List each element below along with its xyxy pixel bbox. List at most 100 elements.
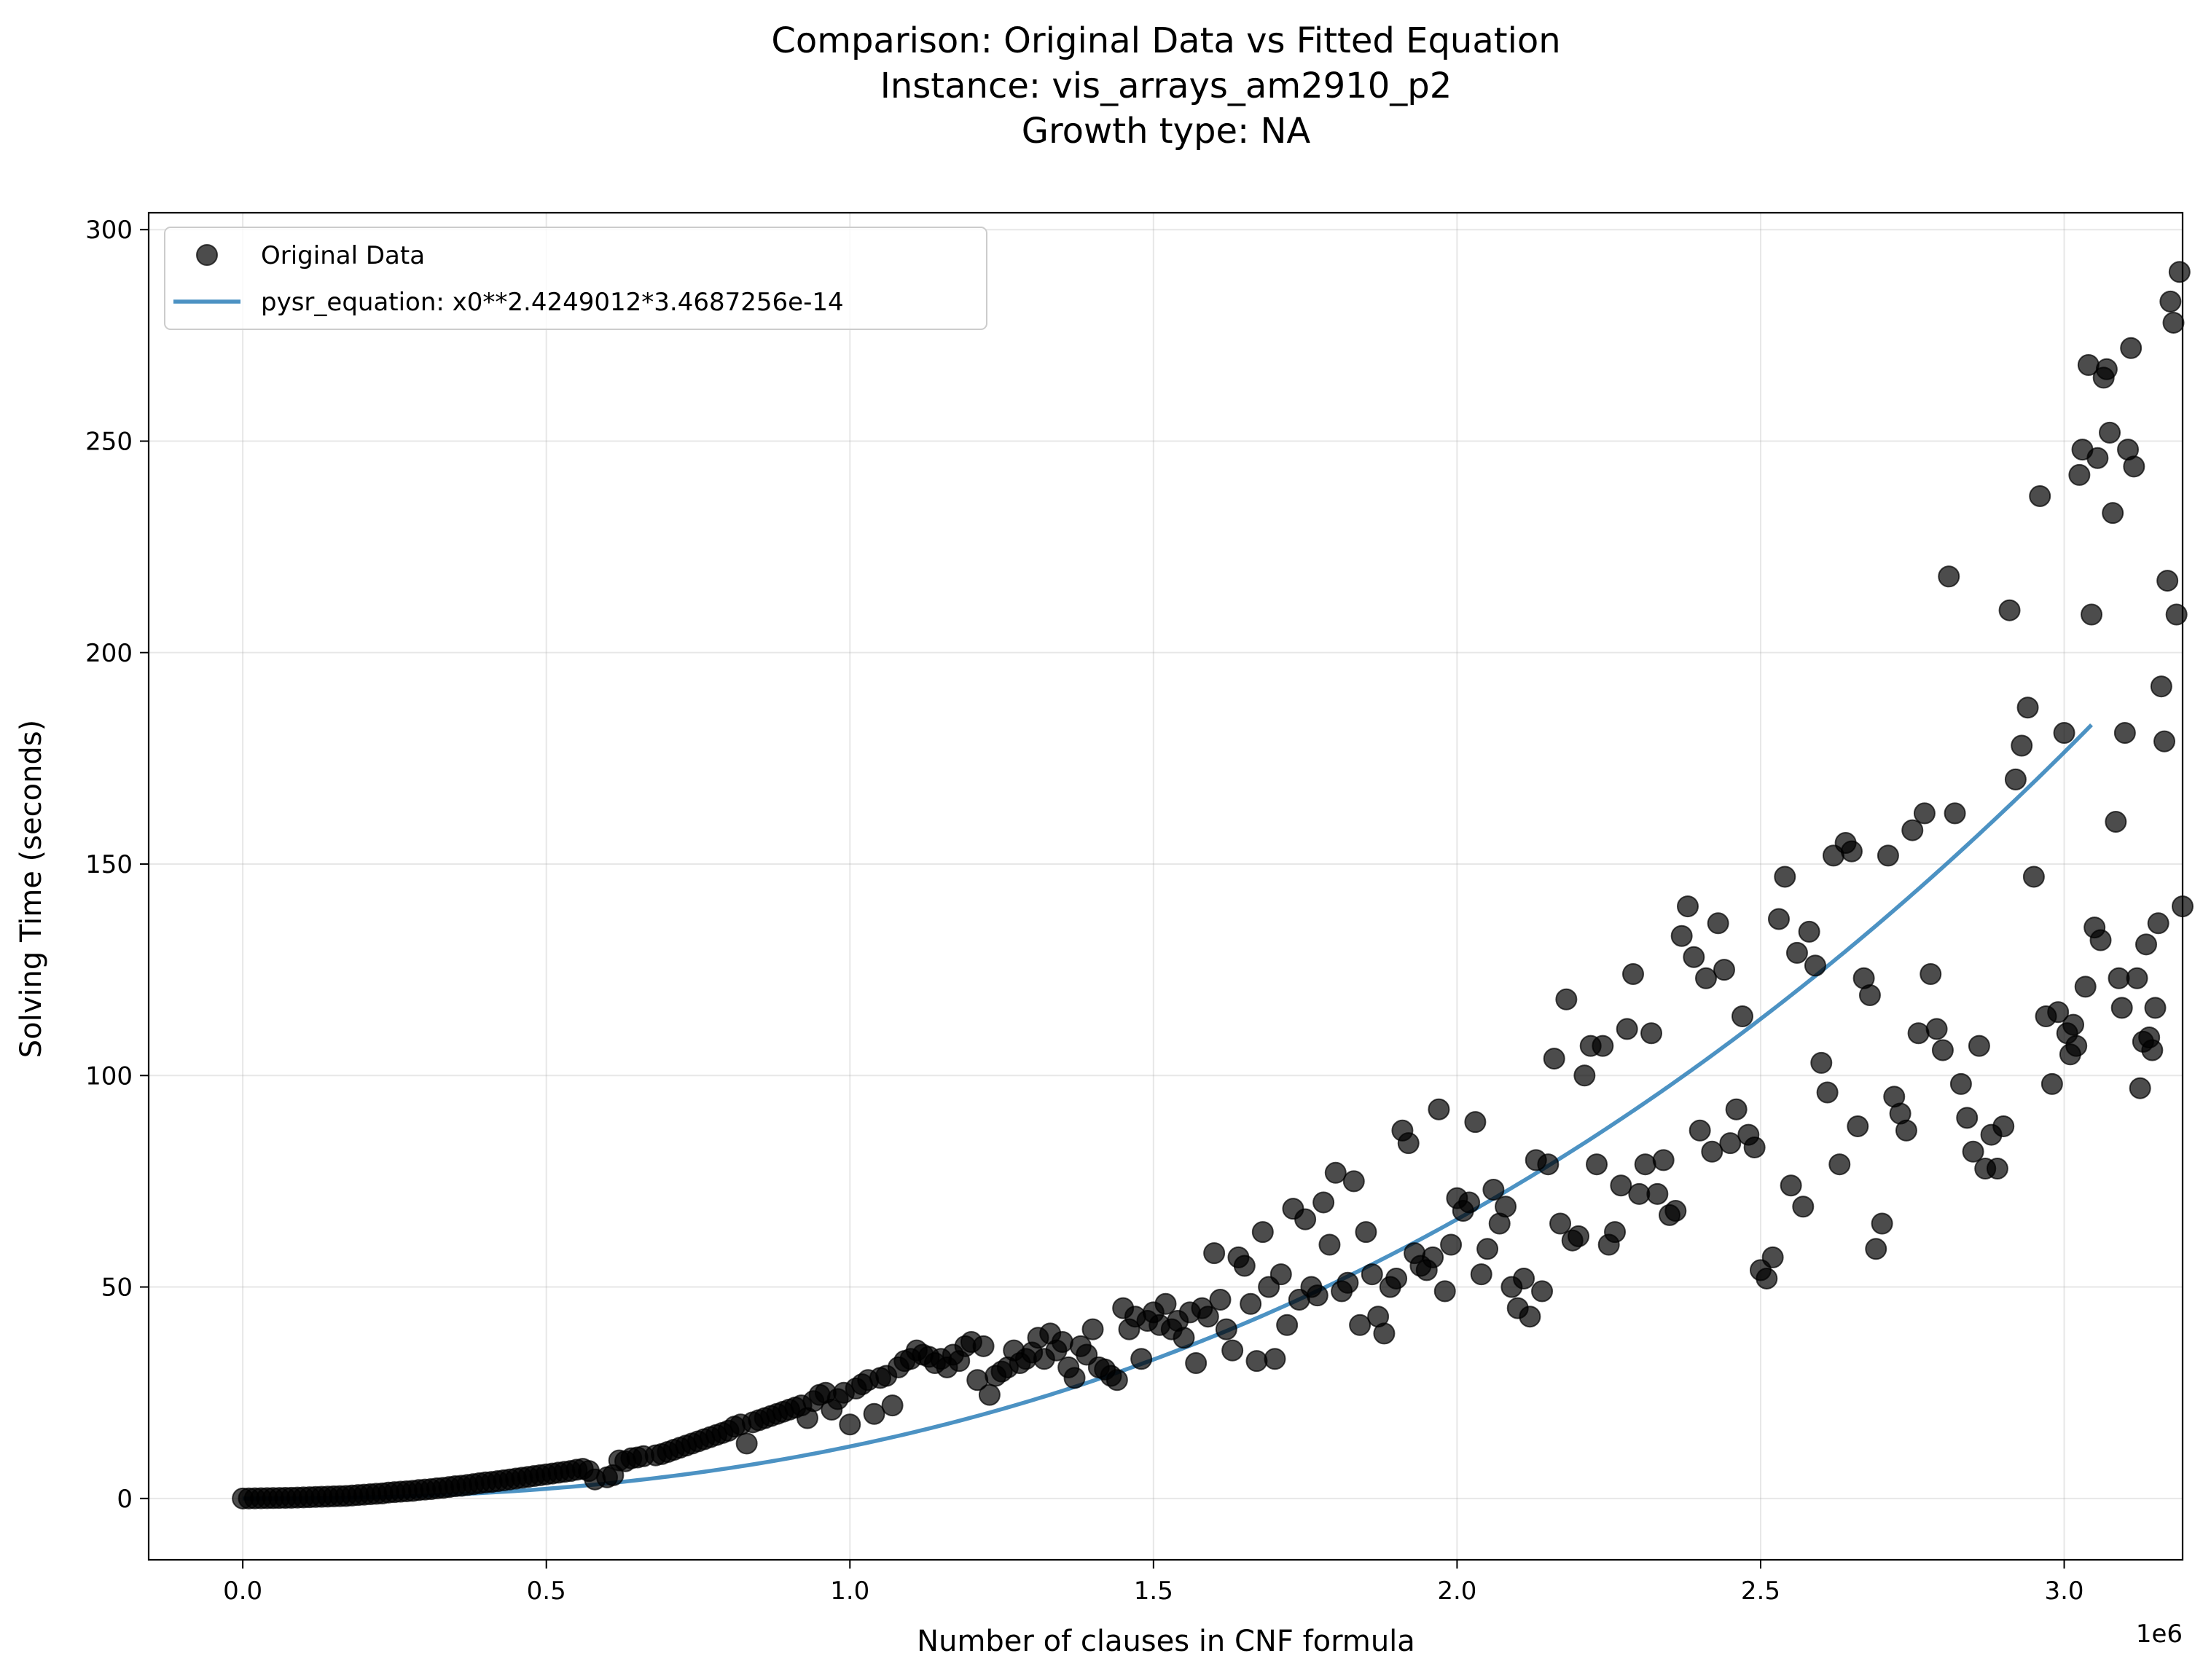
data-point (2147, 912, 2169, 935)
data-point (2135, 933, 2158, 956)
data-point (2081, 603, 2103, 626)
data-point (2068, 463, 2091, 486)
data-point (881, 1394, 904, 1417)
data-point (1774, 865, 1796, 888)
data-point (839, 1413, 861, 1436)
data-point (2123, 455, 2145, 478)
fitted-line-layer (243, 723, 2093, 1501)
data-point (1592, 1035, 1614, 1057)
data-point (2120, 337, 2143, 359)
data-point (1251, 1221, 1274, 1244)
data-point (2095, 358, 2118, 380)
legend-marker-original-data (196, 244, 218, 266)
data-point (1537, 1153, 1560, 1176)
data-point (1397, 1132, 1420, 1155)
data-point (1804, 954, 1826, 977)
data-point (1756, 1267, 1778, 1290)
data-point (1476, 1238, 1499, 1260)
x-tick-label: 2.0 (1437, 1577, 1476, 1606)
grid (149, 213, 2183, 1560)
data-point (1154, 1292, 1177, 1315)
x-axis-label: Number of clauses in CNF formula (917, 1625, 1415, 1658)
data-point (1586, 1153, 1608, 1176)
data-point (1264, 1348, 1286, 1370)
data-point (1337, 1271, 1359, 1294)
data-point (1106, 1369, 1128, 1392)
data-point (2065, 1035, 2088, 1057)
data-point (1209, 1288, 1232, 1311)
data-point (1294, 1208, 1317, 1230)
legend: Original Data pysr_equation: x0**2.42490… (164, 227, 987, 330)
data-point (1780, 1174, 1802, 1197)
data-point (2047, 1001, 2070, 1024)
legend-frame (164, 227, 987, 330)
x-tick-label: 3.0 (2044, 1577, 2083, 1606)
data-point (2156, 570, 2179, 592)
data-point (1269, 1263, 1292, 1286)
data-point (1470, 1263, 1492, 1286)
data-point (1858, 984, 1881, 1006)
data-point (2004, 768, 2027, 790)
data-point (735, 1432, 758, 1455)
data-point (1185, 1352, 1208, 1375)
data-point (1543, 1048, 1565, 1070)
data-point (2126, 967, 2148, 989)
data-point (1962, 1140, 1984, 1163)
data-point (1373, 1322, 1396, 1345)
data-point (1731, 1005, 1753, 1028)
data-point (1816, 1081, 1839, 1104)
y-tick-label: 300 (85, 216, 133, 245)
data-point (2153, 730, 2176, 753)
data-point (1895, 1119, 1917, 1142)
data-point (2099, 421, 2121, 444)
data-points-layer (232, 261, 2194, 1510)
data-point (1215, 1318, 1237, 1341)
data-point (2113, 722, 2136, 745)
data-point (1555, 988, 1578, 1010)
data-point (1956, 1107, 1979, 1129)
data-point (1701, 1140, 1723, 1163)
data-point (2168, 261, 2191, 283)
data-point (1130, 1348, 1153, 1370)
data-point (1519, 1306, 1541, 1328)
data-point (1707, 912, 1729, 935)
data-point (1051, 1331, 1073, 1354)
data-point (1998, 599, 2021, 621)
data-point (1573, 1064, 1596, 1087)
data-point (1197, 1306, 1219, 1328)
y-axis-label: Solving Time (seconds) (15, 720, 48, 1059)
data-point (2011, 734, 2033, 757)
data-point (1840, 840, 1863, 863)
data-point (1743, 1136, 1766, 1158)
data-point (1713, 959, 1735, 981)
data-point (1440, 1233, 1463, 1256)
data-point (1968, 1035, 1990, 1057)
data-point (1276, 1314, 1299, 1336)
data-point (2108, 967, 2130, 989)
data-point (1604, 1221, 1627, 1244)
data-point (2074, 976, 2097, 998)
data-point (2141, 1039, 2164, 1061)
title-line-1: Comparison: Original Data vs Fitted Equa… (771, 20, 1560, 61)
data-point (2162, 311, 2185, 334)
data-point (1683, 946, 1705, 968)
data-point (1949, 1072, 1972, 1095)
data-point (1828, 1153, 1851, 1176)
data-point (2062, 1013, 2085, 1036)
data-point (1913, 802, 1936, 825)
data-point (1531, 1280, 1554, 1303)
data-point (1689, 1119, 1711, 1142)
data-point (1221, 1339, 1244, 1362)
data-point (1513, 1267, 1535, 1290)
x-tick-label: 1.0 (830, 1577, 869, 1606)
data-point (2086, 447, 2109, 469)
data-point (1422, 1246, 1444, 1268)
data-point (1482, 1179, 1505, 1201)
x-tick-label: 0.5 (527, 1577, 566, 1606)
data-point (1725, 1098, 1748, 1120)
data-point (863, 1402, 885, 1425)
data-point (1324, 1161, 1347, 1184)
data-point (2102, 502, 2124, 525)
data-point (1568, 1225, 1590, 1247)
